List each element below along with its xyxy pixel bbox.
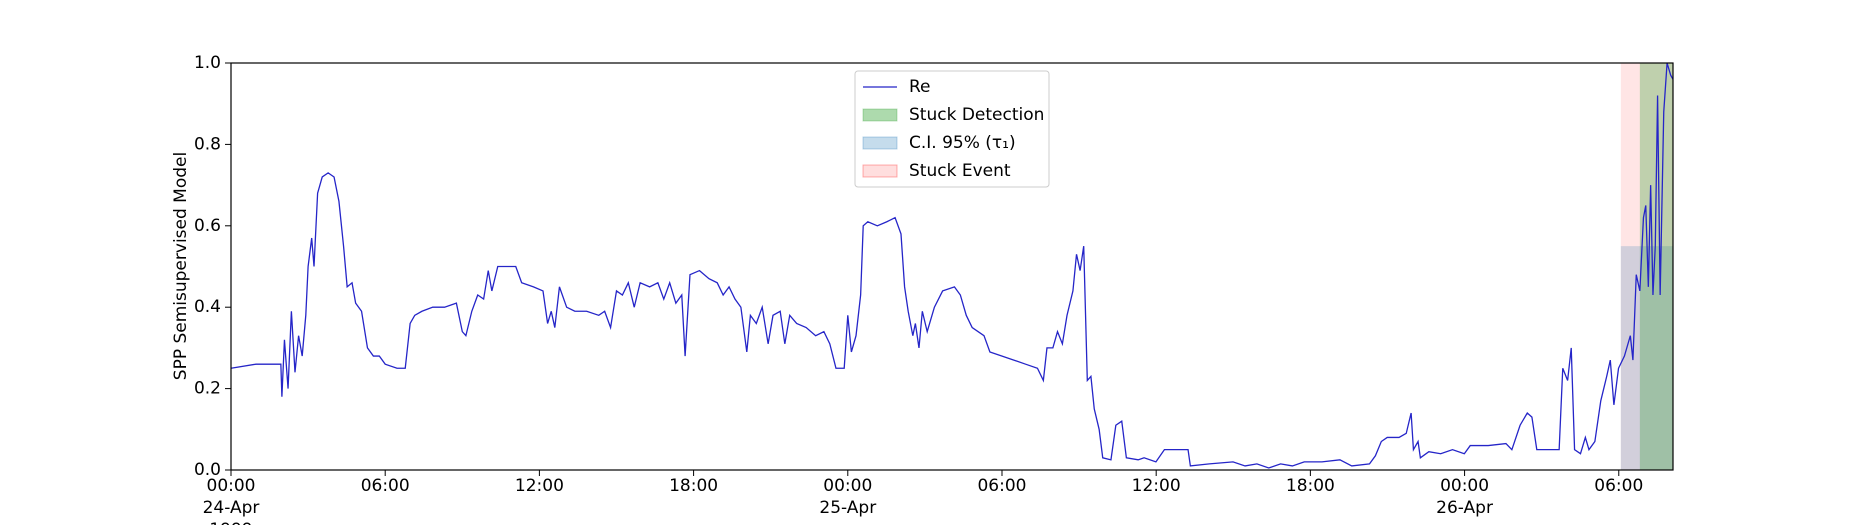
- plot-frame: [230, 62, 1674, 471]
- legend-patch: [862, 136, 898, 150]
- legend-label: Stuck Event: [909, 161, 1011, 181]
- span: [1639, 63, 1673, 470]
- y-tick-label: 1.0: [194, 53, 221, 73]
- x-tick-label: 18:00: [669, 476, 718, 496]
- span: [1620, 63, 1673, 470]
- y-tick-label: 0.2: [194, 379, 221, 399]
- x-tick-label: 12:00: [1132, 476, 1181, 496]
- data-line: [230, 62, 1674, 469]
- y-tick-label: 0.4: [194, 297, 221, 317]
- y-tick-label: 0.6: [194, 216, 221, 236]
- y-tick-label: 0.8: [194, 134, 221, 154]
- legend: Re Stuck Detection C.I. 95% (τ₁) Stuck Even…: [854, 70, 1050, 188]
- legend-box: [854, 70, 1050, 188]
- y-axis-label: SPP Semisupervised Model: [171, 152, 191, 380]
- x-tick-label: 06:00: [977, 476, 1026, 496]
- x-tick-label: 18:00: [1286, 476, 1335, 496]
- legend-patch: [862, 164, 898, 178]
- legend-label: C.I. 95% (τ₁): [909, 133, 1016, 153]
- x-tick-label: 06:00: [361, 476, 410, 496]
- x-tick-label: 12:00: [515, 476, 564, 496]
- y-tick-label: 0.0: [194, 460, 221, 480]
- legend-label: Re: [909, 77, 931, 97]
- span: [1620, 246, 1673, 470]
- x-tick-label: 00:00 25-Apr: [819, 476, 876, 518]
- legend-patch: [862, 108, 898, 122]
- legend-label: Stuck Detection: [909, 105, 1044, 125]
- x-tick-label: 00:00 26-Apr: [1436, 476, 1493, 518]
- x-tick-label: 06:00: [1594, 476, 1643, 496]
